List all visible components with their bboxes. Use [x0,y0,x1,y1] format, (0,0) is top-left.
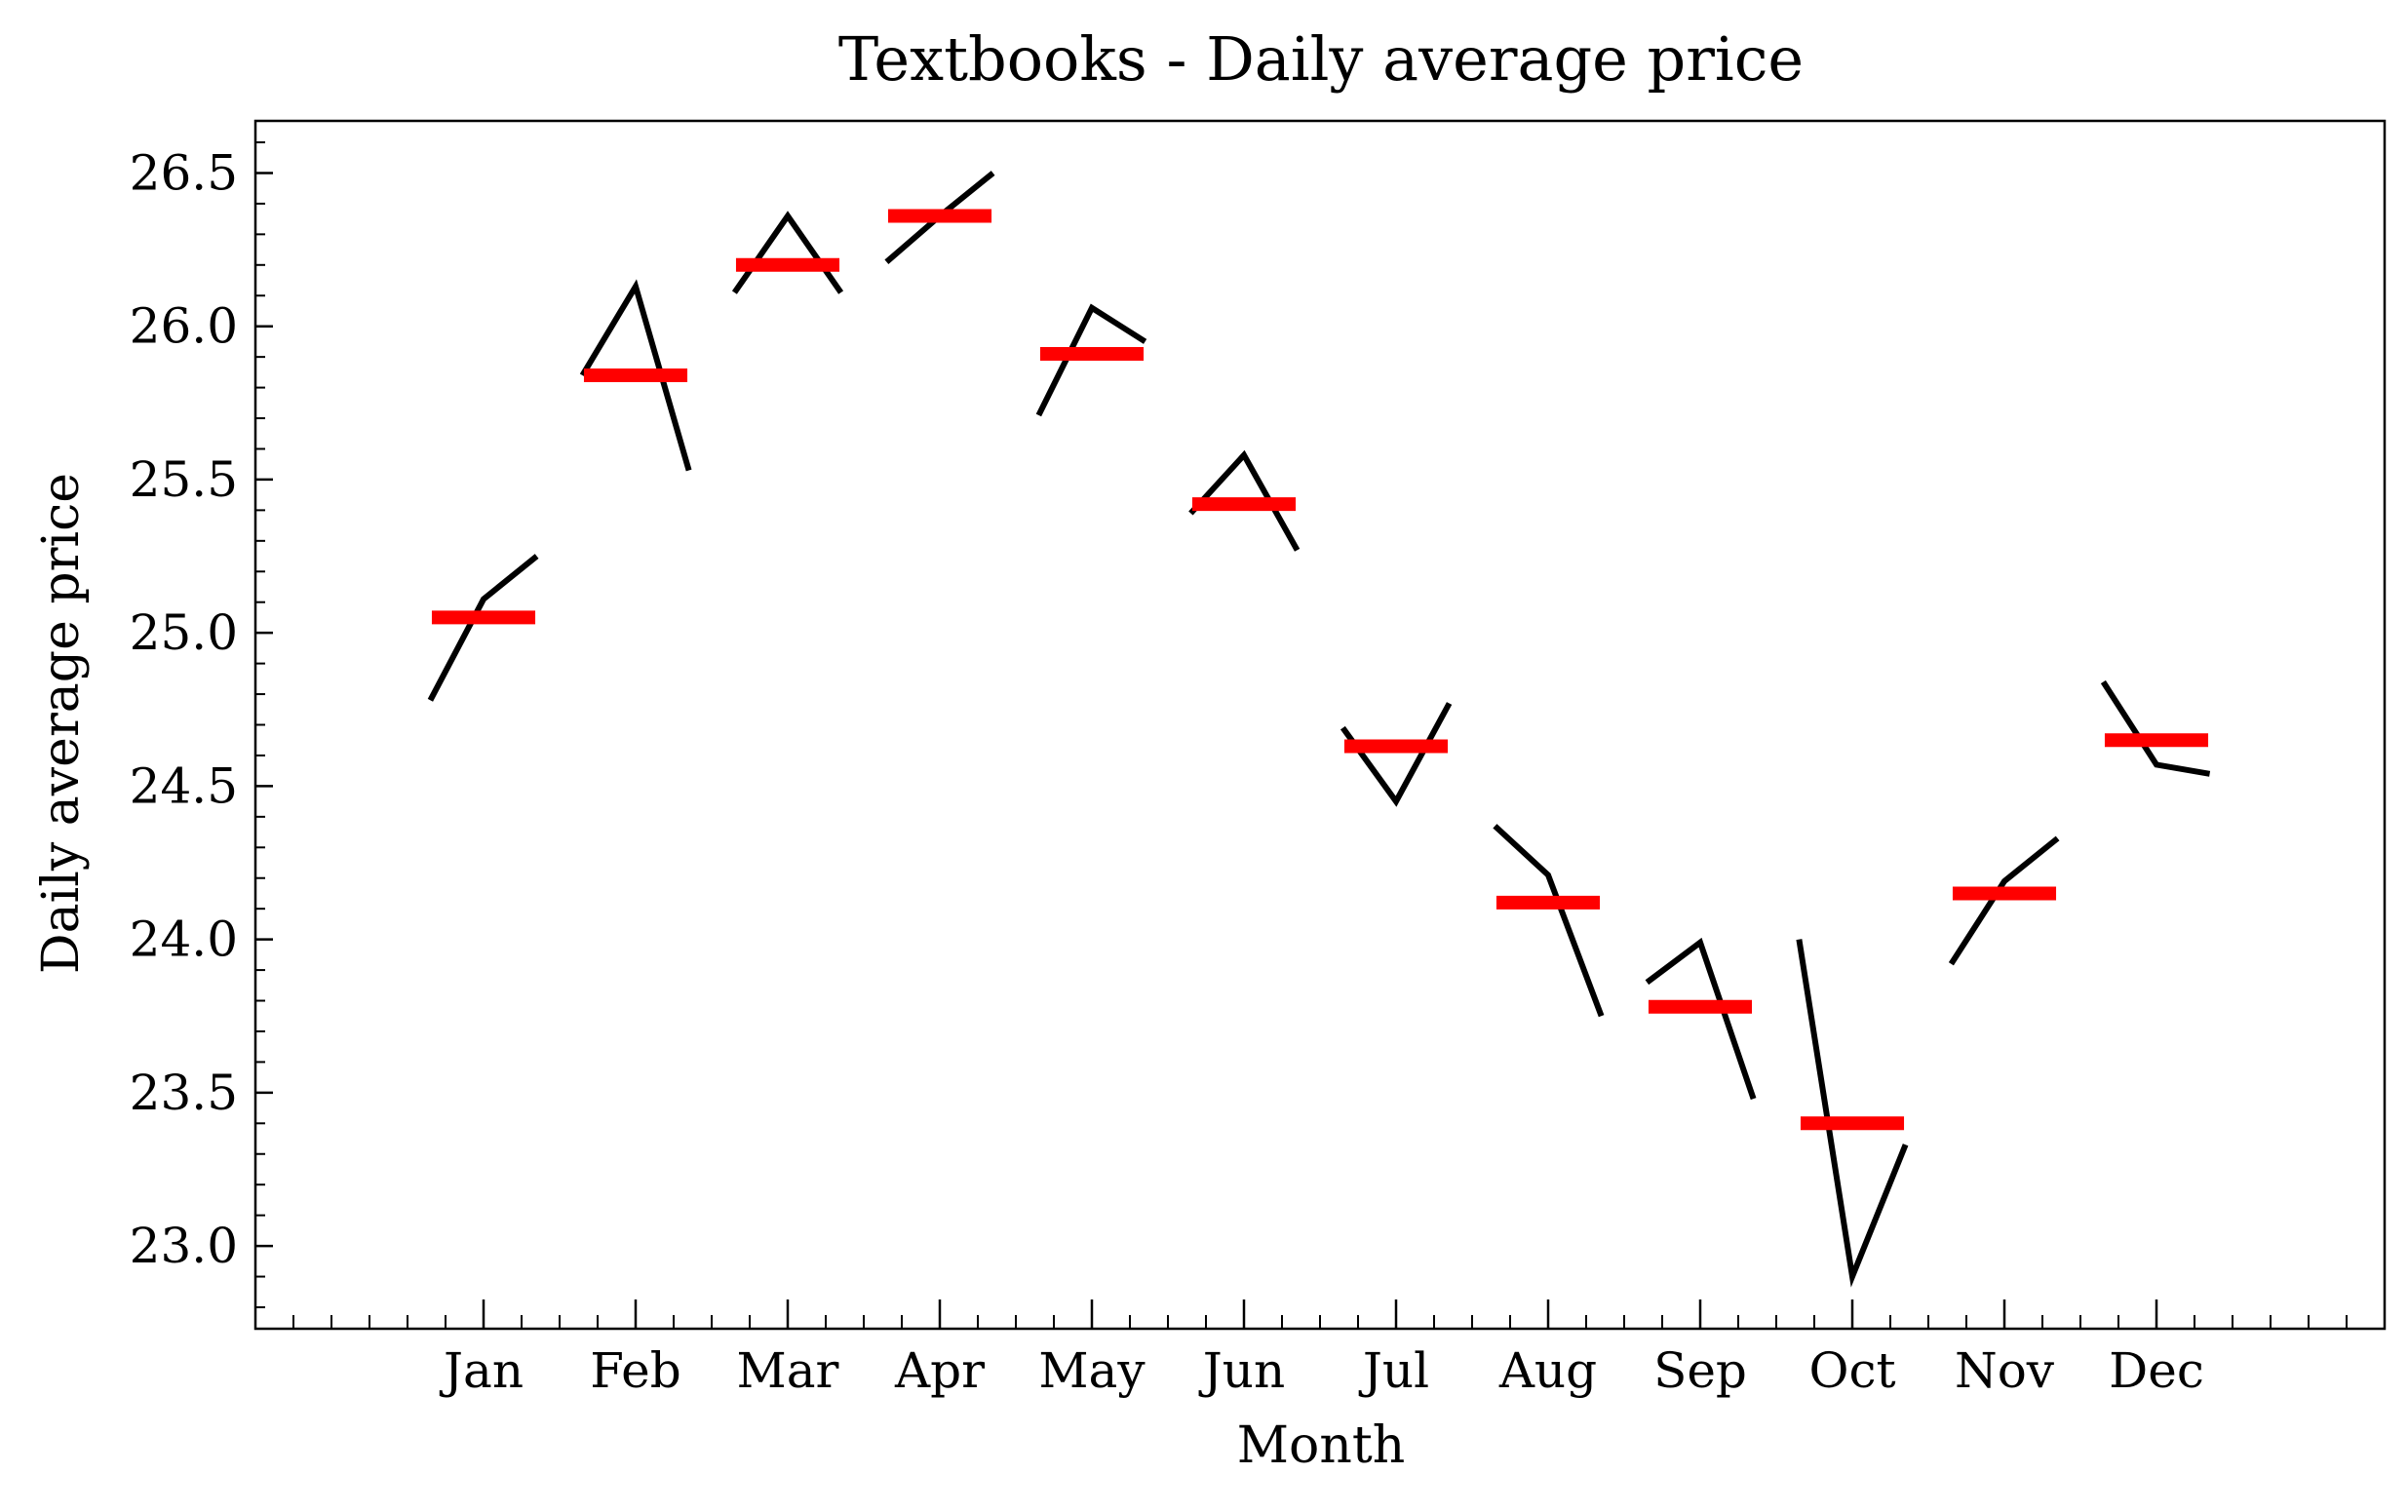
chart-title: Textbooks - Daily average price [838,23,1804,95]
x-tick-label-5: Jun [1198,1342,1285,1399]
subseries-line-sep [1645,937,1757,1101]
y-tick-label-7: 26.5 [130,144,238,201]
subseries-line-oct [1796,939,1909,1288]
subseries-line-dec [2100,679,2211,777]
x-axis-label: Month [1237,1416,1405,1475]
x-tick-label-10: Nov [1955,1342,2055,1399]
subseries-line-aug [1493,824,1605,1018]
y-tick-label-0: 23.0 [130,1218,238,1274]
plot-area: 23.0 23.5 24.0 24.5 25.0 25.5 26.0 26.5 Jan Feb Ma… [130,141,2348,1399]
x-tick-label-1: Feb [590,1342,681,1399]
y-tick-label-1: 23.5 [130,1065,238,1121]
x-tick-label-4: May [1038,1342,1146,1399]
x-tick-label-2: Mar [737,1342,839,1399]
y-tick-label-6: 26.0 [130,298,238,355]
y-tick-label-4: 25.0 [130,604,238,661]
subseries-line-jun [1188,449,1301,552]
x-tick-label-6: Jul [1358,1342,1429,1399]
y-tick-label-2: 24.0 [130,911,238,968]
subseries-line-nov [1948,835,2060,966]
x-tick-label-11: Dec [2109,1342,2204,1399]
y-axis-label: Daily average price [32,473,91,974]
x-tick-label-9: Oct [1808,1342,1895,1399]
subseries-line-may [1035,303,1147,417]
subseries-line-feb [579,279,692,472]
plot-frame [253,119,2387,1331]
y-tick-label-5: 25.5 [130,451,238,508]
x-tick-label-7: Aug [1498,1342,1597,1399]
x-tick-label-0: Jan [439,1342,524,1399]
x-tick-label-3: Apr [894,1342,985,1399]
x-tick-label-8: Sep [1653,1342,1747,1399]
subseries-line-jan [427,554,539,702]
y-tick-label-3: 24.5 [130,757,238,814]
